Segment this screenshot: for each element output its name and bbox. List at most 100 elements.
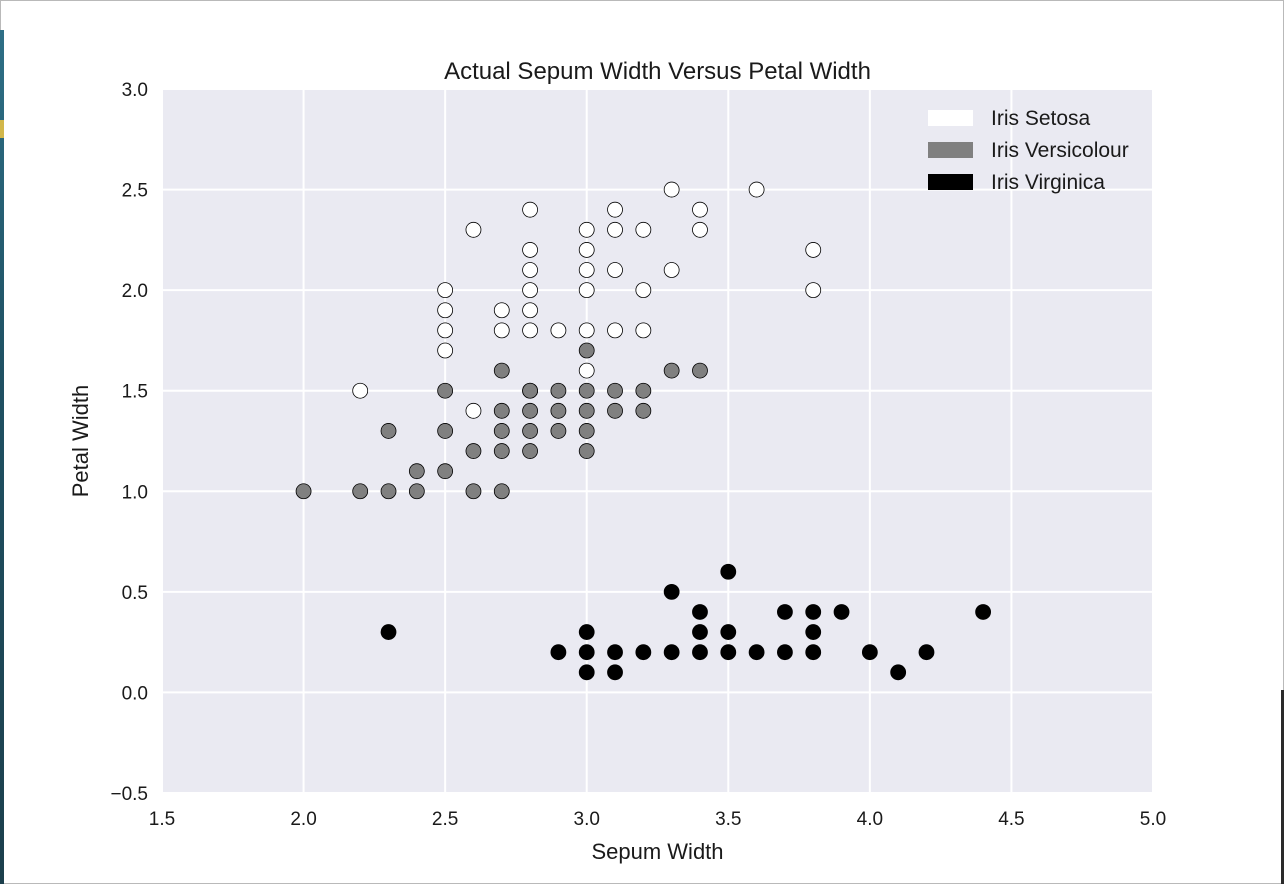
y-tick-label: −0.5 bbox=[110, 784, 148, 805]
y-tick-label: 0.5 bbox=[122, 583, 148, 604]
x-tick-label: 4.5 bbox=[998, 809, 1024, 830]
legend-swatch bbox=[928, 110, 973, 126]
data-point bbox=[352, 483, 369, 500]
y-tick-label: 1.5 bbox=[122, 382, 148, 403]
data-point bbox=[918, 644, 935, 661]
x-axis-ticks: 1.5 2.0 2.5 3.0 3.5 4.0 4.5 5.0 bbox=[149, 809, 1166, 830]
data-point bbox=[578, 262, 595, 278]
x-tick-label: 3.5 bbox=[715, 809, 741, 830]
data-point bbox=[578, 624, 595, 640]
data-point bbox=[692, 644, 708, 661]
data-point bbox=[380, 624, 397, 640]
series-iris-versicolour bbox=[295, 342, 708, 500]
data-point bbox=[861, 644, 878, 661]
data-point bbox=[493, 483, 510, 500]
data-point bbox=[522, 423, 538, 439]
data-point bbox=[805, 604, 822, 620]
chart-title: Actual Sepum Width Versus Petal Width bbox=[444, 58, 871, 85]
data-point bbox=[975, 604, 992, 620]
series-iris-setosa bbox=[352, 181, 822, 419]
data-point bbox=[663, 583, 680, 600]
data-point bbox=[578, 322, 595, 339]
data-point bbox=[692, 201, 708, 218]
data-point bbox=[437, 302, 454, 319]
data-point bbox=[522, 382, 538, 399]
data-point bbox=[578, 664, 595, 681]
data-point bbox=[692, 362, 708, 379]
data-point bbox=[578, 342, 595, 359]
legend: Iris Setosa Iris Versicolour Iris Virginic… bbox=[928, 107, 1129, 194]
x-tick-label: 2.0 bbox=[290, 809, 316, 830]
data-point bbox=[607, 262, 623, 278]
data-point bbox=[748, 181, 765, 198]
data-point bbox=[607, 664, 623, 681]
data-point bbox=[522, 242, 538, 258]
data-point bbox=[805, 282, 822, 299]
data-point bbox=[493, 362, 510, 379]
data-point bbox=[607, 402, 623, 419]
data-point bbox=[578, 423, 595, 439]
data-point bbox=[663, 644, 680, 661]
data-point bbox=[607, 221, 623, 238]
data-point bbox=[578, 282, 595, 299]
data-point bbox=[805, 242, 822, 258]
data-point bbox=[437, 322, 454, 339]
data-point bbox=[493, 322, 510, 339]
data-point bbox=[635, 644, 652, 661]
data-point bbox=[522, 402, 538, 419]
data-point bbox=[578, 402, 595, 419]
data-point bbox=[352, 382, 369, 399]
y-axis-ticks: −0.5 0.0 0.5 1.0 1.5 2.0 2.5 3.0 bbox=[110, 80, 148, 805]
data-point bbox=[437, 382, 454, 399]
data-point bbox=[295, 483, 312, 500]
data-point bbox=[522, 201, 538, 218]
data-point bbox=[493, 443, 510, 459]
data-point bbox=[607, 644, 623, 661]
y-tick-label: 2.0 bbox=[122, 281, 148, 302]
plot-area bbox=[162, 89, 1153, 793]
data-point bbox=[635, 221, 652, 238]
data-point bbox=[380, 483, 397, 500]
data-point bbox=[493, 402, 510, 419]
data-point bbox=[833, 604, 850, 620]
data-point bbox=[578, 443, 595, 459]
data-point bbox=[578, 242, 595, 258]
data-point bbox=[493, 423, 510, 439]
x-tick-label: 4.0 bbox=[857, 809, 883, 830]
data-point bbox=[522, 322, 538, 339]
data-point bbox=[380, 423, 397, 439]
data-point bbox=[635, 402, 652, 419]
data-point bbox=[692, 624, 708, 640]
legend-label: Iris Setosa bbox=[991, 107, 1091, 130]
data-point bbox=[437, 282, 454, 299]
data-point bbox=[437, 463, 454, 480]
x-axis-label: Sepum Width bbox=[591, 839, 723, 864]
legend-swatch bbox=[928, 142, 973, 158]
data-point bbox=[408, 483, 425, 500]
data-point bbox=[692, 604, 708, 620]
data-point bbox=[663, 362, 680, 379]
y-tick-label: 1.0 bbox=[122, 482, 148, 503]
y-tick-label: 3.0 bbox=[122, 80, 148, 101]
data-point bbox=[720, 563, 737, 580]
data-point bbox=[777, 644, 793, 661]
data-point bbox=[720, 624, 737, 640]
data-point bbox=[578, 382, 595, 399]
background-window-right-edge bbox=[1281, 690, 1284, 884]
data-point bbox=[465, 402, 482, 419]
y-tick-label: 0.0 bbox=[122, 683, 148, 704]
legend-swatch bbox=[928, 174, 973, 190]
data-point bbox=[578, 221, 595, 238]
data-point bbox=[607, 322, 623, 339]
data-point bbox=[550, 322, 567, 339]
data-point bbox=[663, 262, 680, 278]
data-point bbox=[550, 423, 567, 439]
data-point bbox=[635, 282, 652, 299]
data-point bbox=[493, 302, 510, 319]
data-point bbox=[777, 604, 793, 620]
x-tick-label: 3.0 bbox=[574, 809, 600, 830]
data-point bbox=[805, 644, 822, 661]
data-point bbox=[522, 302, 538, 319]
data-point bbox=[550, 402, 567, 419]
data-point bbox=[805, 624, 822, 640]
